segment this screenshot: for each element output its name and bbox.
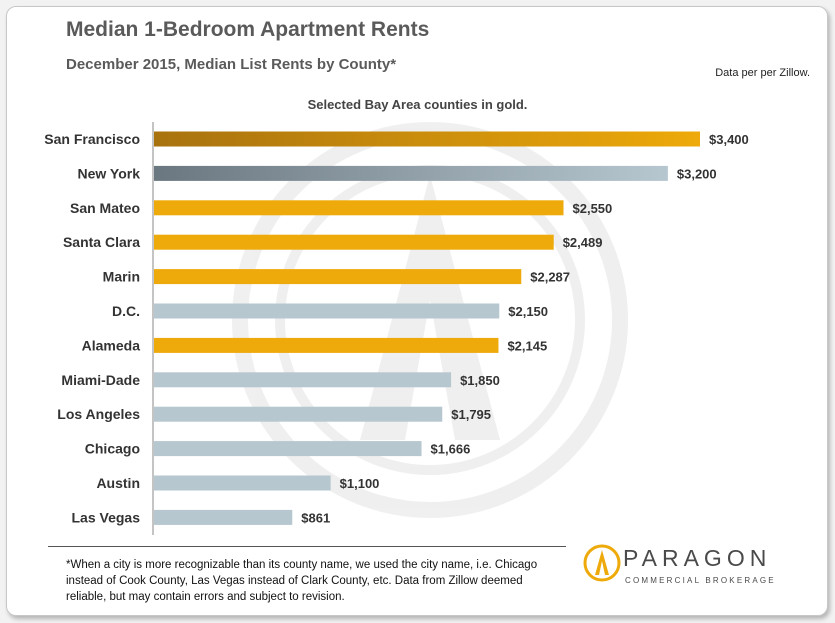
footer-divider (48, 546, 566, 547)
paragon-logo: PARAGON COMMERCIAL BROKERAGE (583, 544, 793, 600)
data-label: $1,666 (431, 442, 471, 457)
bar (154, 475, 331, 491)
category-label: D.C. (112, 303, 140, 319)
highlight-note: Selected Bay Area counties in gold. (307, 97, 528, 112)
chart-title: Median 1-Bedroom Apartment Rents (66, 18, 430, 41)
bar (154, 303, 500, 319)
bar (154, 372, 452, 388)
category-label: New York (77, 165, 140, 181)
bar (154, 406, 443, 422)
category-label: San Francisco (44, 131, 140, 147)
data-label: $2,287 (530, 270, 570, 285)
category-label: Los Angeles (57, 406, 140, 422)
category-label: Las Vegas (72, 509, 141, 525)
category-label: Austin (96, 475, 140, 491)
bar (154, 337, 499, 353)
category-label: Chicago (85, 441, 140, 457)
data-label: $2,489 (563, 235, 603, 250)
logo-name: PARAGON (623, 545, 772, 571)
bar (154, 200, 564, 216)
bar (154, 441, 422, 457)
chart-subtitle: December 2015, Median List Rents by Coun… (66, 56, 397, 73)
data-label: $1,850 (460, 373, 500, 388)
data-label: $3,400 (709, 132, 749, 147)
data-label: $3,200 (677, 166, 717, 181)
bar (154, 509, 293, 525)
data-label: $2,145 (507, 338, 547, 353)
source-note: Data per per Zillow. (715, 67, 810, 79)
bar (154, 165, 668, 181)
bar (154, 131, 700, 147)
logo-tagline: COMMERCIAL BROKERAGE (625, 576, 776, 585)
bar (154, 269, 522, 285)
footnote: *When a city is more recognizable than i… (66, 559, 538, 603)
bars-group: San Francisco $3,400 New York $3,200 San Mat… (44, 131, 748, 525)
category-label: Miami-Dade (61, 372, 140, 388)
data-label: $2,550 (573, 201, 613, 216)
category-label: Santa Clara (63, 234, 140, 250)
category-label: Alameda (82, 337, 141, 353)
category-label: Marin (103, 269, 140, 285)
data-label: $1,795 (451, 407, 491, 422)
data-label: $861 (301, 510, 330, 525)
bar (154, 234, 554, 250)
data-label: $2,150 (508, 304, 548, 319)
data-label: $1,100 (340, 476, 380, 491)
category-label: San Mateo (70, 200, 140, 216)
paragon-logo-icon (583, 544, 621, 582)
